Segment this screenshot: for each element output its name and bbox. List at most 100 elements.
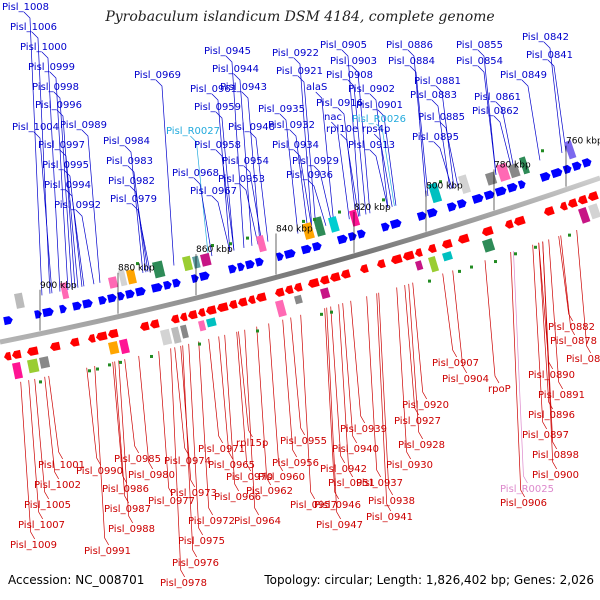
forward-gene-leader — [433, 141, 453, 189]
forward-gene-arrow — [471, 193, 484, 204]
forward-gene-arrow — [581, 158, 592, 168]
forward-gene-leader — [193, 177, 213, 257]
reverse-gene-leader — [34, 378, 50, 500]
reverse-gene-leader — [396, 287, 412, 460]
reverse-gene-label: Pisl_0951 — [328, 478, 375, 489]
reverse-gene-arrow — [428, 243, 437, 253]
forward-gene-leader — [59, 149, 79, 288]
reverse-gene-leader — [20, 381, 36, 540]
reverse-gene-label: Pisl_0964 — [234, 516, 281, 527]
forward-feature-box — [507, 163, 521, 179]
forward-gene-label: Pisl_0995 — [42, 160, 89, 171]
reverse-gene-leader — [538, 242, 554, 410]
reverse-gene-leader — [124, 359, 140, 454]
reverse-gene-leader — [326, 307, 342, 520]
forward-gene-leader — [241, 91, 261, 244]
forward-gene-leader — [293, 149, 313, 230]
reverse-gene-arrow — [403, 250, 415, 261]
forward-gene-label: Pisl_0929 — [292, 156, 339, 167]
reverse-marker — [119, 360, 122, 364]
forward-gene-leader — [297, 75, 317, 229]
reverse-feature-box — [171, 326, 182, 344]
forward-feature-box — [192, 255, 201, 269]
forward-gene-leader — [431, 99, 451, 190]
forward-gene-leader — [239, 183, 259, 245]
forward-gene-arrow — [562, 164, 572, 175]
reverse-gene-label: Pisl_0970 — [226, 472, 273, 483]
forward-gene-label: Pisl_0967 — [190, 186, 237, 197]
forward-gene-label: Pisl_0945 — [204, 46, 251, 57]
forward-gene-arrow — [539, 172, 551, 182]
reverse-gene-label: Pisl_0942 — [320, 464, 367, 475]
forward-gene-arrow — [98, 296, 107, 305]
label-leader-lines — [20, 11, 592, 578]
reverse-gene-leader — [112, 361, 128, 484]
position-ticks: 900 kbp 880 kbp 860 kbp 840 kbp 820 kbp 800 k… — [39, 137, 600, 331]
forward-gene-arrow — [237, 262, 245, 272]
reverse-gene-label: Pisl_0971 — [198, 444, 245, 455]
forward-feature-box — [118, 269, 128, 287]
reverse-gene-label: Pisl_0955 — [280, 436, 327, 447]
reverse-gene-label: Pisl_0978 — [160, 578, 207, 589]
forward-gene-label: Pisl_0922 — [272, 48, 319, 59]
reverse-gene-leader — [48, 375, 64, 460]
forward-gene-arrow — [72, 301, 82, 311]
reverse-gene-label: Pisl_0896 — [528, 410, 575, 421]
forward-gene-leader — [190, 135, 209, 258]
reverse-gene-arrow — [285, 285, 294, 295]
reverse-gene-leader — [366, 296, 382, 478]
reverse-gene-label: Pisl_0891 — [538, 390, 585, 401]
reverse-gene-leader — [180, 345, 196, 488]
forward-gene-leader — [225, 55, 245, 248]
forward-marker — [136, 262, 139, 266]
reverse-gene-label: Pisl_0965 — [208, 460, 255, 471]
forward-gene-label: Pisl_0903 — [330, 56, 377, 67]
forward-marker — [313, 217, 316, 221]
reverse-gene-leader — [324, 308, 340, 500]
reverse-gene-arrow — [544, 206, 555, 216]
forward-gene-leader — [331, 121, 350, 220]
reverse-gene-label: Pisl_0878 — [550, 336, 597, 347]
reverse-gene-leader — [218, 336, 234, 460]
forward-gene-label: Pisl_0961 — [190, 84, 237, 95]
reverse-marker — [108, 363, 111, 367]
forward-gene-label: Pisl_0994 — [44, 180, 91, 191]
reverse-marker — [39, 380, 42, 384]
forward-gene-leader — [211, 93, 231, 252]
reverse-gene-leader — [188, 343, 204, 536]
reverse-gene-arrow — [458, 233, 470, 244]
reverse-gene-arrow — [217, 302, 229, 312]
reverse-gene-label: Pisl_0938 — [368, 496, 415, 507]
forward-gene-label: rpl10e — [326, 124, 358, 135]
reverse-feature-box — [275, 299, 287, 318]
forward-gene-arrow — [275, 252, 284, 262]
reverse-feature-box — [578, 206, 591, 224]
forward-gene-arrow — [34, 310, 42, 319]
reverse-gene-leader — [542, 241, 558, 470]
reverse-gene-leader — [182, 345, 198, 558]
forward-gene-leader — [215, 111, 235, 251]
reverse-marker — [494, 260, 497, 264]
reverse-gene-leader — [236, 331, 252, 472]
forward-gene-label: Pisl_0944 — [212, 64, 259, 75]
forward-gene-label: Pisl_0989 — [60, 120, 107, 131]
forward-gene-arrow — [199, 271, 210, 281]
reverse-gene-leader — [378, 292, 394, 496]
forward-feature-box — [313, 216, 326, 237]
forward-gene-leader — [351, 65, 371, 214]
forward-gene-label: Pisl_0883 — [410, 90, 457, 101]
forward-feature-box — [328, 216, 340, 233]
forward-gene-label: Pisl_0998 — [32, 82, 79, 93]
position-label: 840 kbp — [276, 224, 313, 234]
reverse-gene-label: Pisl_0956 — [272, 458, 319, 469]
forward-feature-box — [255, 235, 267, 253]
reverse-gene-label: Pisl_0927 — [394, 416, 441, 427]
reverse-feature-box — [415, 260, 424, 271]
reverse-marker — [330, 310, 333, 314]
forward-gene-leader — [293, 57, 313, 230]
reverse-marker — [568, 233, 571, 237]
reverse-gene-leader — [44, 376, 60, 480]
forward-gene-leader — [376, 123, 395, 207]
forward-gene-arrow — [336, 234, 348, 245]
position-label: 860 kbp — [196, 245, 233, 255]
